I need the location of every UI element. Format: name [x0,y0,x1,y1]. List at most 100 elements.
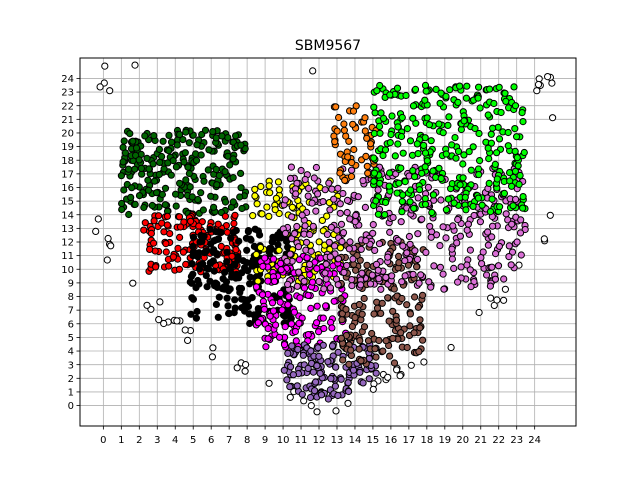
cluster-point-4 [304,331,312,339]
cluster-point-4 [320,324,328,333]
cluster-point-2 [223,248,231,256]
background-point [241,367,249,375]
cluster-point-2 [215,293,223,301]
cluster-point-9 [504,142,512,150]
cluster-point-4 [290,308,298,316]
cluster-point-6 [398,294,406,303]
cluster-point-7 [436,242,444,250]
cluster-point-6 [345,360,353,368]
cluster-point-5 [317,391,326,399]
cluster-point-8 [367,140,375,148]
cluster-point-9 [416,186,424,194]
cluster-point-9 [373,87,381,95]
cluster-point-7 [281,196,289,204]
cluster-point-3 [271,206,279,214]
cluster-point-4 [278,306,286,314]
cluster-point-9 [437,89,445,97]
cluster-point-6 [360,294,368,303]
cluster-point-7 [366,280,375,288]
cluster-point-4 [304,291,312,299]
cluster-point-4 [277,266,285,274]
cluster-point-9 [462,94,470,102]
cluster-point-7 [292,190,300,198]
cluster-point-8 [340,126,348,134]
cluster-point-8 [362,152,370,160]
cluster-point-7 [293,282,301,290]
cluster-point-7 [326,284,335,292]
cluster-point-0 [213,181,221,189]
cluster-point-7 [293,222,301,231]
cluster-point-2 [206,225,214,233]
cluster-point-0 [199,206,207,214]
cluster-point-7 [484,228,492,236]
y-tick-label: 11 [61,251,74,262]
y-tick-label: 4 [68,347,74,358]
cluster-point-5 [315,352,323,360]
cluster-point-8 [340,120,348,128]
cluster-point-2 [238,304,246,312]
background-point [540,235,548,243]
cluster-point-0 [135,192,144,200]
cluster-point-7 [334,255,343,263]
cluster-point-7 [325,238,333,246]
background-point [548,79,556,87]
cluster-point-6 [371,345,379,353]
background-point [143,301,151,309]
cluster-point-0 [131,165,139,173]
cluster-point-2 [223,258,231,266]
cluster-point-3 [323,212,331,220]
cluster-point-3 [274,178,283,186]
background-point [533,87,541,95]
cluster-point-1 [230,219,238,228]
cluster-point-7 [439,223,447,231]
cluster-point-7 [477,254,485,262]
cluster-point-7 [281,229,290,237]
cluster-point-9 [486,85,494,93]
cluster-point-6 [357,357,365,365]
background-point [300,397,308,405]
cluster-point-3 [266,189,274,197]
cluster-point-0 [204,166,212,174]
cluster-point-7 [283,257,291,265]
cluster-point-7 [502,210,510,218]
y-tick-label: 16 [61,183,74,194]
cluster-point-4 [258,291,267,299]
cluster-point-7 [319,198,327,206]
cluster-point-9 [379,151,387,160]
cluster-point-7 [286,250,294,258]
cluster-point-2 [231,296,239,304]
cluster-point-5 [334,391,342,400]
cluster-point-7 [437,196,445,204]
cluster-point-7 [442,234,450,242]
cluster-point-9 [474,194,482,202]
x-tick-label: 21 [474,435,487,446]
cluster-point-7 [294,243,303,251]
cluster-point-4 [308,278,317,286]
cluster-point-0 [229,198,237,206]
cluster-point-2 [219,275,227,283]
cluster-point-0 [176,130,184,139]
cluster-point-0 [182,176,190,184]
cluster-point-9 [397,164,405,172]
cluster-point-1 [141,219,149,227]
cluster-point-9 [407,186,415,194]
cluster-point-0 [144,186,153,194]
cluster-point-1 [166,230,174,238]
cluster-point-9 [490,99,498,108]
cluster-point-4 [268,299,277,307]
cluster-point-7 [301,175,309,184]
cluster-point-0 [119,143,127,151]
cluster-point-9 [506,169,514,177]
cluster-point-9 [421,149,430,157]
background-point [544,73,552,81]
cluster-point-9 [372,197,380,205]
cluster-point-7 [454,215,462,224]
cluster-point-4 [276,289,285,297]
cluster-point-0 [150,132,158,140]
background-point [286,393,294,401]
cluster-point-7 [382,273,390,281]
cluster-point-8 [349,120,357,128]
cluster-point-4 [259,262,267,270]
y-tick-label: 15 [61,197,74,208]
cluster-point-7 [325,179,333,187]
